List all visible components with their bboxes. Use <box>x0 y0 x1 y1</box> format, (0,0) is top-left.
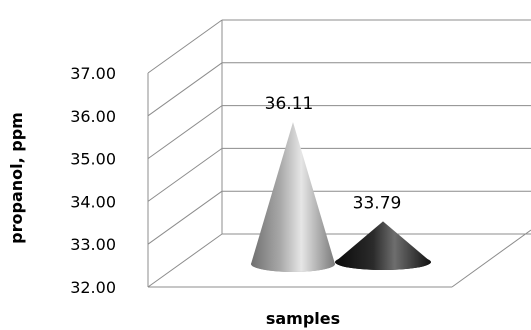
x-axis-title: samples <box>266 309 340 328</box>
cone-1 <box>251 122 335 272</box>
plot-area <box>147 19 531 288</box>
chart-marks: 36.11 33.79 <box>251 94 431 272</box>
y-tick-label: 37.00 <box>70 64 116 83</box>
y-axis-ticks: 32.00 33.00 34.00 35.00 36.00 37.00 <box>70 64 116 297</box>
cone-2 <box>335 221 431 270</box>
y-tick-label: 34.00 <box>70 192 116 211</box>
gridline-side <box>147 233 223 288</box>
gridline-side <box>147 105 223 160</box>
y-tick-label: 36.00 <box>70 107 116 126</box>
data-label: 36.11 <box>265 94 314 114</box>
gridline-side <box>147 190 223 245</box>
y-tick-label: 33.00 <box>70 235 116 254</box>
gridline-side <box>147 62 223 117</box>
y-tick-label: 32.00 <box>70 278 116 297</box>
gridline-side <box>147 19 223 74</box>
gridline-side <box>147 147 223 202</box>
floor-right-edge <box>451 229 531 288</box>
y-tick-label: 35.00 <box>70 150 116 169</box>
data-label: 33.79 <box>353 193 402 213</box>
y-axis-title: propanol, ppm <box>7 112 26 244</box>
